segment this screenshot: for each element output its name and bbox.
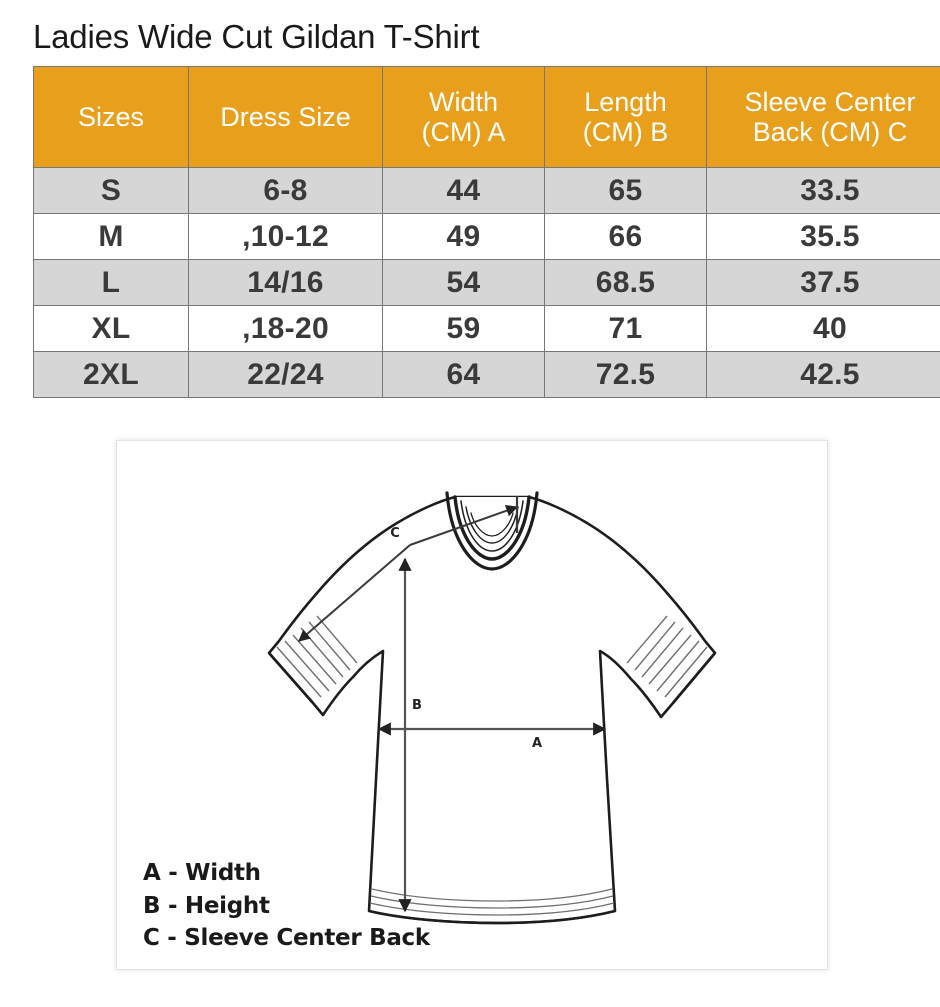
cell-width: 54 bbox=[382, 259, 545, 306]
cell-dress-size: 22/24 bbox=[188, 351, 383, 398]
tshirt-diagram-svg: C B A bbox=[267, 491, 717, 925]
column-header-sleeve-line-1: Sleeve Center bbox=[744, 86, 916, 117]
cell-size: 2XL bbox=[33, 351, 189, 398]
table-row: M ,10-12 49 66 35.5 bbox=[33, 213, 940, 260]
column-header-width: Width (CM) A bbox=[382, 66, 545, 168]
cell-sleeve-center-back: 37.5 bbox=[706, 259, 940, 306]
measurement-line-c bbox=[298, 496, 519, 642]
table-body: S 6-8 44 65 33.5 M ,10-12 49 66 35.5 L 1… bbox=[33, 167, 940, 398]
size-chart-table-container: Sizes Dress Size Width (CM) A Length (CM… bbox=[33, 66, 940, 398]
cell-dress-size: 14/16 bbox=[188, 259, 383, 306]
cell-width: 44 bbox=[382, 167, 545, 214]
column-header-length-line-2: (CM) B bbox=[582, 117, 669, 147]
cell-sleeve-center-back: 42.5 bbox=[706, 351, 940, 398]
cell-width: 49 bbox=[382, 213, 545, 260]
cell-width: 64 bbox=[382, 351, 545, 398]
cell-dress-size: 6-8 bbox=[188, 167, 383, 214]
table-row: 2XL 22/24 64 72.5 42.5 bbox=[33, 351, 940, 398]
cell-length: 66 bbox=[544, 213, 707, 260]
cell-sleeve-center-back: 40 bbox=[706, 305, 940, 352]
cell-size: S bbox=[33, 167, 189, 214]
column-header-width-line-1: Width bbox=[428, 86, 499, 117]
cell-length: 65 bbox=[544, 167, 707, 214]
column-header-width-line-2: (CM) A bbox=[421, 117, 506, 147]
column-header-dress-size-line-1: Dress Size bbox=[220, 101, 351, 132]
column-header-dress-size: Dress Size bbox=[188, 66, 383, 168]
page-title: Ladies Wide Cut Gildan T-Shirt bbox=[33, 18, 480, 55]
cell-length: 72.5 bbox=[544, 351, 707, 398]
cell-dress-size: ,10-12 bbox=[188, 213, 383, 260]
table-row: S 6-8 44 65 33.5 bbox=[33, 167, 940, 214]
column-header-length: Length (CM) B bbox=[544, 66, 707, 168]
table-row: XL ,18-20 59 71 40 bbox=[33, 305, 940, 352]
table-header-row: Sizes Dress Size Width (CM) A Length (CM… bbox=[33, 66, 940, 168]
cell-size: L bbox=[33, 259, 189, 306]
cell-width: 59 bbox=[382, 305, 545, 352]
right-sleeve-cuff bbox=[626, 615, 716, 704]
size-chart-table: Sizes Dress Size Width (CM) A Length (CM… bbox=[33, 66, 940, 398]
cell-dress-size: ,18-20 bbox=[188, 305, 383, 352]
column-header-length-line-1: Length bbox=[584, 86, 667, 117]
legend-item-width: A - Width bbox=[143, 860, 261, 887]
cell-sleeve-center-back: 33.5 bbox=[706, 167, 940, 214]
measurement-label-b: B bbox=[412, 698, 422, 713]
cell-length: 71 bbox=[544, 305, 707, 352]
column-header-sizes: Sizes bbox=[33, 66, 189, 168]
legend-item-height: B - Height bbox=[143, 892, 270, 919]
measurement-label-c: C bbox=[390, 526, 400, 541]
cell-size: XL bbox=[33, 305, 189, 352]
column-header-sleeve-line-2: Back (CM) C bbox=[752, 117, 908, 147]
cell-length: 68.5 bbox=[544, 259, 707, 306]
column-header-sizes-line-1: Sizes bbox=[77, 101, 145, 132]
cell-size: M bbox=[33, 213, 189, 260]
measurement-label-a: A bbox=[532, 736, 542, 751]
column-header-sleeve-center-back: Sleeve Center Back (CM) C bbox=[706, 66, 940, 168]
table-header: Sizes Dress Size Width (CM) A Length (CM… bbox=[33, 66, 940, 168]
table-row: L 14/16 54 68.5 37.5 bbox=[33, 259, 940, 306]
cell-sleeve-center-back: 35.5 bbox=[706, 213, 940, 260]
measurement-legend: A - Width B - Height C - Sleeve Center B… bbox=[143, 857, 430, 955]
measurement-diagram-panel: C B A A - Width B - Height C - Sleeve Ce… bbox=[116, 440, 828, 970]
legend-item-sleeve: C - Sleeve Center Back bbox=[143, 925, 430, 952]
